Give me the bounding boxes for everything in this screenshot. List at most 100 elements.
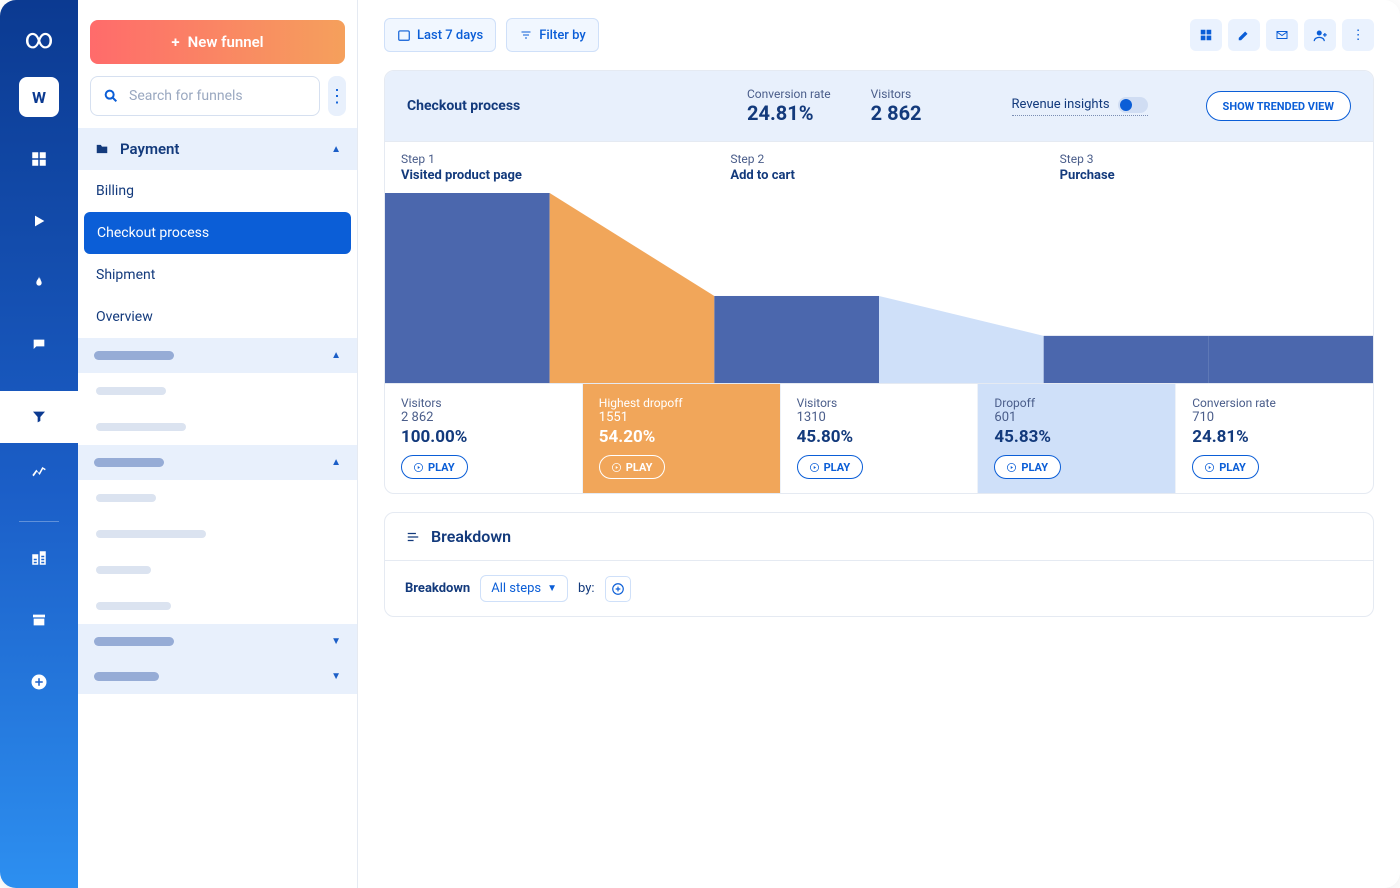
sidebar-item-overview[interactable]: Overview — [78, 296, 357, 338]
share-button[interactable] — [1304, 19, 1336, 51]
new-funnel-button[interactable]: + New funnel — [90, 20, 345, 64]
item-placeholder — [78, 516, 357, 552]
search-box[interactable] — [90, 76, 320, 116]
step-num: Step 1 — [401, 152, 698, 166]
toggle-icon — [1118, 97, 1148, 113]
add-breakdown-button[interactable] — [605, 576, 631, 602]
nav-trends[interactable] — [19, 451, 59, 491]
breakdown-body: Breakdown All steps ▼ by: — [385, 561, 1373, 616]
folder-placeholder-2[interactable]: ▲ — [78, 445, 357, 480]
calendar-icon — [397, 28, 411, 42]
step-name: Add to cart — [730, 168, 1027, 183]
play-button[interactable]: PLAY — [1192, 455, 1259, 479]
trended-view-button[interactable]: SHOW TRENDED VIEW — [1206, 91, 1351, 121]
mail-icon — [1274, 29, 1290, 41]
email-button[interactable] — [1266, 19, 1298, 51]
stat-value: 601 — [994, 410, 1159, 425]
dots-icon: ⋮ — [1351, 28, 1364, 43]
edit-button[interactable] — [1228, 19, 1260, 51]
stat-cell-1: Highest dropoff 1551 54.20% PLAY — [583, 384, 781, 493]
folder-placeholder-4[interactable]: ▼ — [78, 659, 357, 694]
nav-add[interactable] — [19, 662, 59, 702]
nav-feedback[interactable] — [19, 325, 59, 365]
step-num: Step 2 — [730, 152, 1027, 166]
breakdown-step-select[interactable]: All steps ▼ — [480, 575, 568, 602]
play-icon — [810, 463, 819, 472]
folder-icon — [94, 142, 110, 156]
step-col-3: Step 3 Purchase — [1044, 142, 1373, 193]
nav-heatmaps[interactable] — [19, 263, 59, 303]
sidebar-more-button[interactable]: ⋮ — [328, 76, 346, 116]
conversion-value: 24.81% — [747, 101, 831, 125]
play-button[interactable]: PLAY — [401, 455, 468, 479]
nav-org[interactable] — [19, 538, 59, 578]
revenue-insights-toggle[interactable]: Revenue insights — [1012, 97, 1148, 116]
stat-cell-2: Visitors 1310 45.80% PLAY — [781, 384, 979, 493]
by-label: by: — [578, 581, 595, 596]
sidebar-item-shipment[interactable]: Shipment — [78, 254, 357, 296]
stat-pct: 45.83% — [994, 427, 1159, 447]
insights-label: Revenue insights — [1012, 97, 1110, 112]
stat-value: 1310 — [797, 410, 962, 425]
pencil-icon — [1237, 28, 1251, 42]
breakdown-header: Breakdown — [385, 513, 1373, 561]
folder-payment[interactable]: Payment ▲ — [78, 128, 357, 170]
play-button[interactable]: PLAY — [797, 455, 864, 479]
steps-header: Step 1 Visited product page Step 2 Add t… — [385, 141, 1373, 193]
breakdown-selector-value: All steps — [491, 581, 541, 596]
stat-label: Visitors — [797, 396, 962, 410]
stat-label: Highest dropoff — [599, 396, 764, 410]
stat-label: Conversion rate — [1192, 396, 1357, 410]
item-placeholder — [78, 480, 357, 516]
conversion-stat: Conversion rate 24.81% — [747, 87, 831, 125]
play-label: PLAY — [824, 461, 851, 474]
card-header: Checkout process Conversion rate 24.81% … — [385, 71, 1373, 141]
workspace-tile[interactable]: W — [19, 77, 59, 117]
play-label: PLAY — [428, 461, 455, 474]
stat-cell-3: Dropoff 601 45.83% PLAY — [978, 384, 1176, 493]
stat-value: 2 862 — [401, 410, 566, 425]
date-range-chip[interactable]: Last 7 days — [384, 18, 496, 52]
stats-row: Visitors 2 862 100.00% PLAY Highest drop… — [385, 383, 1373, 493]
rail-divider — [19, 521, 59, 522]
sidebar-item-billing[interactable]: Billing — [78, 170, 357, 212]
chevron-down-icon: ▼ — [547, 583, 557, 594]
folder-placeholder-1[interactable]: ▲ — [78, 338, 357, 373]
search-row: ⋮ — [78, 76, 357, 128]
step-name: Purchase — [1060, 168, 1357, 183]
play-icon — [1205, 463, 1214, 472]
play-icon — [612, 463, 621, 472]
play-label: PLAY — [1021, 461, 1048, 474]
play-button[interactable]: PLAY — [994, 455, 1061, 479]
sidebar-item-checkout[interactable]: Checkout process — [84, 212, 351, 254]
item-placeholder — [78, 552, 357, 588]
play-button[interactable]: PLAY — [599, 455, 666, 479]
person-add-icon — [1313, 28, 1328, 43]
folder-placeholder-3[interactable]: ▼ — [78, 624, 357, 659]
nav-recordings[interactable] — [19, 201, 59, 241]
app-root: ∞ W + New funnel ⋮ Payment ▲ Bil — [0, 0, 1400, 888]
nav-archive[interactable] — [19, 600, 59, 640]
chevron-down-icon: ▼ — [331, 636, 341, 647]
plus-icon: + — [171, 33, 179, 51]
nav-funnels[interactable] — [0, 391, 78, 443]
breakdown-card: Breakdown Breakdown All steps ▼ by: — [384, 512, 1374, 617]
search-input[interactable] — [129, 88, 307, 104]
step-num: Step 3 — [1060, 152, 1357, 166]
visitors-label: Visitors — [871, 87, 922, 101]
nav-dashboard[interactable] — [19, 139, 59, 179]
layout-button[interactable] — [1190, 19, 1222, 51]
date-label: Last 7 days — [417, 28, 483, 43]
main-content: Last 7 days Filter by ⋮ Checkout process… — [358, 0, 1400, 888]
filter-chip[interactable]: Filter by — [506, 18, 599, 52]
workspace-letter: W — [32, 88, 46, 107]
nav-rail: ∞ W — [0, 0, 78, 888]
step-col-2: Step 2 Add to cart — [714, 142, 1043, 193]
funnel-card: Checkout process Conversion rate 24.81% … — [384, 70, 1374, 494]
card-title: Checkout process — [407, 98, 707, 114]
stat-pct: 45.80% — [797, 427, 962, 447]
stat-cell-4: Conversion rate 710 24.81% PLAY — [1176, 384, 1373, 493]
more-button[interactable]: ⋮ — [1342, 19, 1374, 51]
filter-icon — [519, 29, 533, 41]
breakdown-label: Breakdown — [405, 581, 470, 596]
